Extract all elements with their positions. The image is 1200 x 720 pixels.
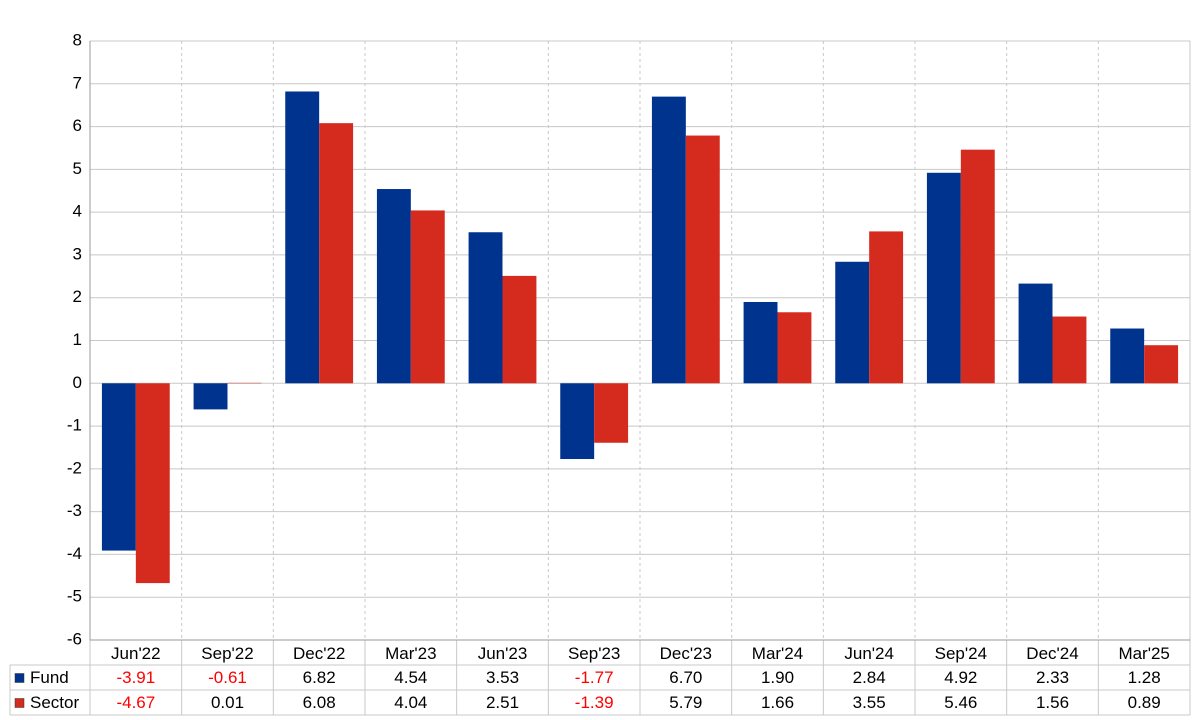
bar (685, 135, 720, 384)
bar (594, 383, 629, 443)
table-value: 4.92 (944, 668, 977, 687)
bar (926, 172, 961, 384)
table-value: 5.46 (944, 693, 977, 712)
bar (777, 312, 812, 384)
bar (743, 301, 778, 384)
bar (1018, 283, 1053, 384)
table-value: -1.39 (575, 693, 614, 712)
y-tick-label: 8 (73, 30, 82, 49)
x-tick-label: Jun'24 (844, 644, 894, 663)
x-tick-label: Sep'23 (568, 644, 620, 663)
y-tick-label: 4 (73, 202, 82, 221)
bar (1110, 328, 1145, 384)
x-tick-label: Dec'24 (1026, 644, 1078, 663)
x-tick-label: Mar'23 (385, 644, 436, 663)
y-tick-label: 2 (73, 287, 82, 306)
y-tick-label: 0 (73, 373, 82, 392)
bar (101, 383, 136, 551)
y-tick-label: 6 (73, 116, 82, 135)
table-value: 0.89 (1128, 693, 1161, 712)
table-value: 1.90 (761, 668, 794, 687)
table-value: 2.33 (1036, 668, 1069, 687)
y-tick-label: 3 (73, 244, 82, 263)
bar (319, 123, 354, 384)
table-value: 6.82 (303, 668, 336, 687)
bar (410, 210, 445, 384)
x-tick-label: Dec'22 (293, 644, 345, 663)
legend-label: Fund (30, 668, 69, 687)
table-value: -0.61 (208, 668, 247, 687)
table-value: -1.77 (575, 668, 614, 687)
table-value: 5.79 (669, 693, 702, 712)
y-tick-label: 7 (73, 73, 82, 92)
y-tick-label: 1 (73, 330, 82, 349)
y-tick-label: -2 (67, 458, 82, 477)
x-tick-label: Mar'25 (1118, 644, 1169, 663)
bar (193, 383, 228, 410)
y-tick-label: -3 (67, 501, 82, 520)
x-tick-label: Dec'23 (660, 644, 712, 663)
x-tick-label: Sep'22 (201, 644, 253, 663)
table-value: 2.84 (853, 668, 886, 687)
x-tick-label: Sep'24 (935, 644, 987, 663)
bar (869, 231, 904, 384)
bar (651, 96, 686, 384)
table-value: 1.56 (1036, 693, 1069, 712)
y-tick-label: -5 (67, 587, 82, 606)
bar (285, 91, 320, 384)
table-value: 4.04 (394, 693, 427, 712)
bar (1052, 316, 1087, 384)
table-value: 3.53 (486, 668, 519, 687)
bar (1144, 345, 1179, 384)
table-value: 3.55 (853, 693, 886, 712)
bar (376, 189, 411, 384)
x-tick-label: Jun'22 (111, 644, 161, 663)
bar (835, 261, 870, 384)
table-value: 6.08 (303, 693, 336, 712)
table-value: 1.28 (1128, 668, 1161, 687)
bar (560, 383, 595, 460)
table-value: -3.91 (116, 668, 155, 687)
table-value: 0.01 (211, 693, 244, 712)
legend-swatch (14, 698, 25, 708)
table-value: 1.66 (761, 693, 794, 712)
table-value: 2.51 (486, 693, 519, 712)
y-tick-label: 5 (73, 159, 82, 178)
table-value: 4.54 (394, 668, 427, 687)
bar (135, 383, 170, 584)
table-value: -4.67 (116, 693, 155, 712)
bar (468, 232, 503, 384)
bar (960, 149, 995, 384)
y-tick-label: -6 (67, 629, 82, 648)
bar (502, 275, 537, 384)
table-value: 6.70 (669, 668, 702, 687)
legend-label: Sector (30, 693, 79, 712)
y-tick-label: -4 (67, 544, 82, 563)
legend-swatch (14, 673, 25, 683)
y-tick-label: -1 (67, 416, 82, 435)
x-tick-label: Mar'24 (752, 644, 803, 663)
x-tick-label: Jun'23 (478, 644, 528, 663)
